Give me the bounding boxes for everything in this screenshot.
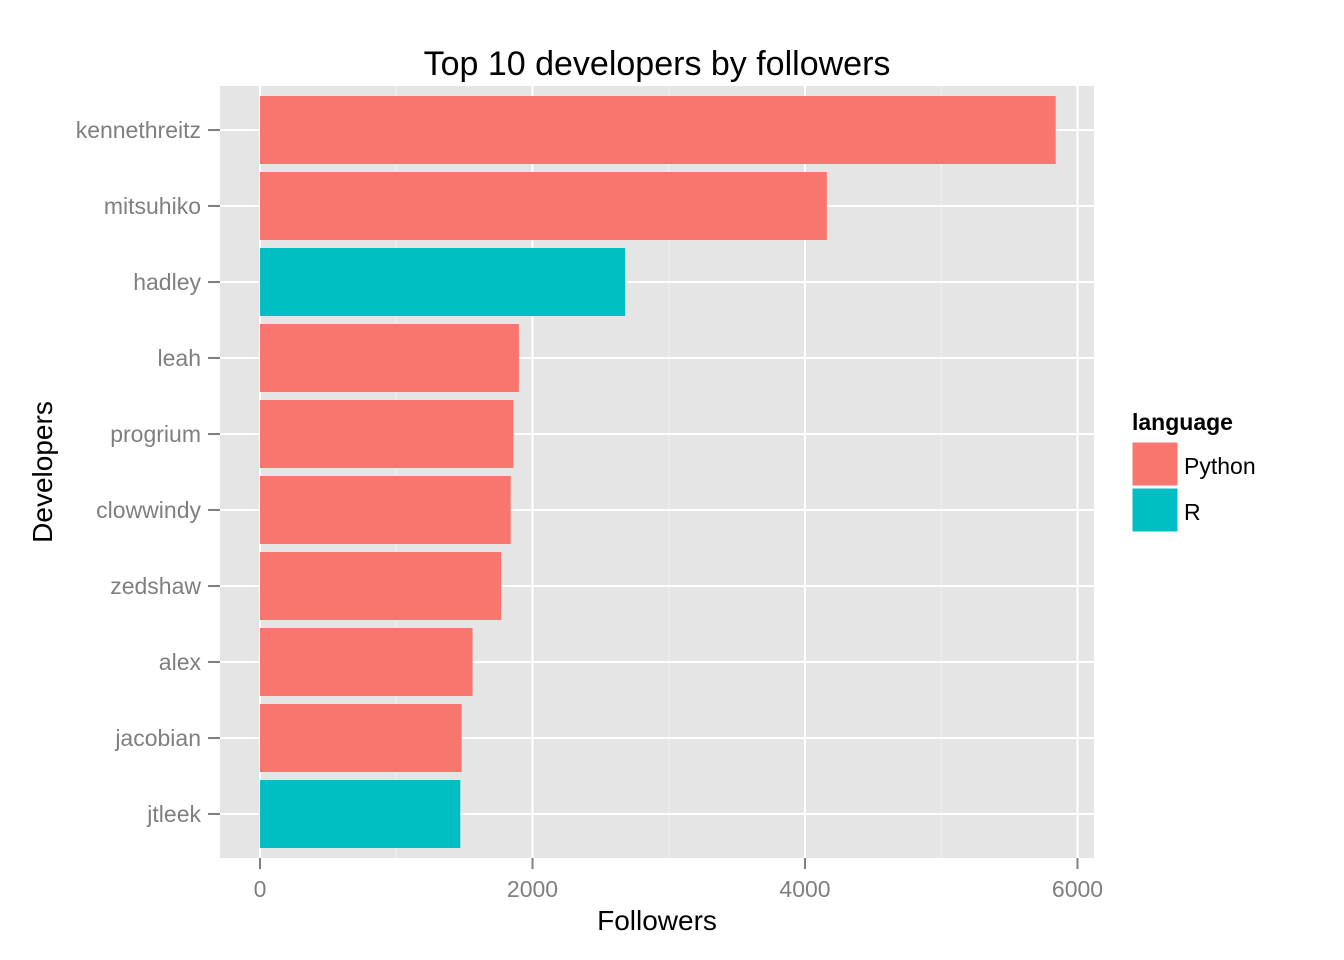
- legend-item-r: R: [1131, 487, 1201, 533]
- y-axis: kennethreitz mitsuhiko hadley leah progrium c…: [76, 117, 220, 827]
- x-axis-title: Followers: [597, 905, 717, 936]
- bar-zedshaw: [260, 552, 502, 620]
- bar-jacobian: [260, 704, 462, 772]
- x-tick-label: 6000: [1052, 876, 1103, 902]
- y-tick-label-mitsuhiko: mitsuhiko: [104, 193, 201, 219]
- y-tick-label-hadley: hadley: [133, 269, 201, 295]
- x-tick-label: 2000: [507, 876, 558, 902]
- legend-swatch-r: [1131, 487, 1179, 533]
- y-tick-label-jtleek: jtleek: [146, 801, 201, 827]
- x-tick-label: 4000: [779, 876, 830, 902]
- bar-alex: [260, 628, 473, 696]
- y-axis-title: Developers: [27, 401, 58, 543]
- legend-item-python: Python: [1131, 441, 1256, 487]
- bar-jtleek: [260, 780, 461, 848]
- y-tick-label-jacobian: jacobian: [114, 725, 201, 751]
- bar-progrium: [260, 400, 514, 468]
- legend-label-python: Python: [1184, 453, 1256, 479]
- y-tick-label-clowwindy: clowwindy: [96, 497, 201, 523]
- y-tick-label-alex: alex: [159, 649, 202, 675]
- bar-mitsuhiko: [260, 172, 827, 240]
- chart-title: Top 10 developers by followers: [424, 45, 891, 83]
- legend-title: language: [1132, 409, 1233, 435]
- bar-leah: [260, 324, 519, 392]
- legend: language Python R: [1131, 409, 1256, 533]
- bar-hadley: [260, 248, 626, 316]
- x-axis: 0 2000 4000 6000: [254, 858, 1103, 902]
- legend-swatch-python: [1131, 441, 1179, 487]
- y-tick-label-progrium: progrium: [110, 421, 201, 447]
- y-tick-label-zedshaw: zedshaw: [110, 573, 201, 599]
- y-tick-label-leah: leah: [158, 345, 201, 371]
- bars: [260, 96, 1056, 848]
- x-tick-label: 0: [254, 876, 267, 902]
- legend-label-r: R: [1184, 499, 1201, 525]
- y-tick-label-kennethreitz: kennethreitz: [76, 117, 201, 143]
- bar-kennethreitz: [260, 96, 1056, 164]
- bar-clowwindy: [260, 476, 511, 544]
